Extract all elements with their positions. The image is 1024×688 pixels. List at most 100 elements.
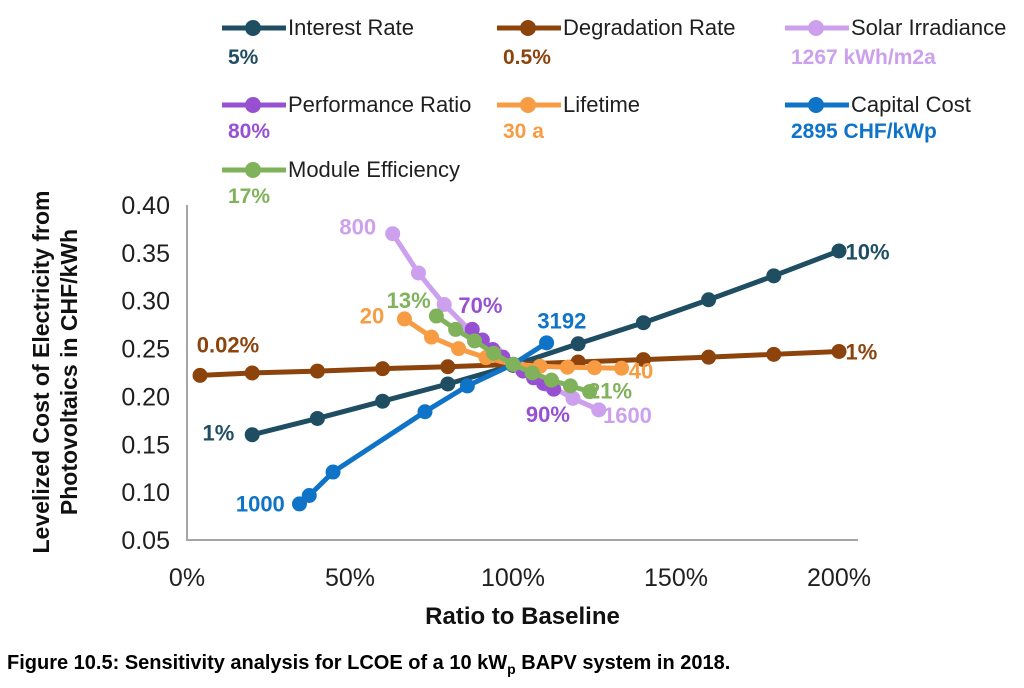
series-interest-rate	[244, 243, 847, 443]
annotation-performance-ratio-70-: 70%	[458, 293, 502, 318]
legend-baseline-value-capital-cost: 2895 CHF/kWp	[791, 120, 937, 143]
legend-label: Solar Irradiance	[851, 15, 1007, 40]
data-point	[766, 346, 782, 362]
annotation-lifetime-40: 40	[629, 359, 653, 384]
data-point	[424, 329, 439, 345]
y-tick-label: 0.40	[121, 192, 170, 220]
data-point	[417, 404, 433, 420]
annotation-module-efficiency-21-: 21%	[588, 379, 632, 404]
data-point	[291, 496, 307, 512]
annotation-capital-cost-3192: 3192	[537, 308, 586, 333]
data-point	[831, 243, 847, 259]
caption-subscript: p	[507, 661, 516, 677]
y-axis-title-line2: Photovoltaics in CHF/kWh	[56, 228, 82, 516]
figure-caption: Figure 10.5: Sensitivity analysis for LC…	[7, 652, 730, 677]
annotation-performance-ratio-90-: 90%	[526, 402, 570, 427]
caption-text-end: BAPV system in 2018.	[515, 652, 731, 674]
y-tick-label: 0.20	[121, 383, 170, 411]
data-point	[410, 265, 426, 281]
legend-baseline-value-degradation-rate: 0.5%	[503, 46, 551, 69]
annotation-lifetime-20: 20	[360, 304, 384, 329]
y-axis-title: Levelized Cost of Electricity from Photo…	[27, 122, 83, 622]
legend-item-module-efficiency: Module Efficiency	[222, 157, 461, 182]
annotation-degradation-rate-1-: 1%	[846, 339, 878, 364]
data-point	[375, 393, 391, 409]
legend-baseline-value-solar-irradiance: 1267 kWh/m2a	[791, 46, 936, 69]
data-point	[325, 464, 341, 480]
legend-marker-icon	[497, 20, 561, 36]
annotation-capital-cost-1000: 1000	[236, 492, 285, 517]
data-point	[436, 297, 452, 313]
data-point	[309, 410, 325, 426]
y-tick-label: 0.10	[121, 479, 170, 507]
legend-item-performance-ratio: Performance Ratio	[222, 92, 472, 117]
y-axis-title-line1: Levelized Cost of Electricity from	[28, 190, 54, 554]
legend-label: Performance Ratio	[288, 92, 472, 117]
data-point	[701, 292, 717, 308]
x-tick-label: 50%	[325, 564, 375, 592]
x-tick-label: 200%	[807, 564, 871, 592]
y-tick-label: 0.05	[121, 527, 170, 555]
data-point	[440, 376, 456, 392]
data-point	[539, 335, 555, 351]
annotation-interest-rate-1-: 1%	[202, 420, 234, 445]
annotation-solar-irradiance-1600: 1600	[603, 403, 652, 428]
legend-marker-icon	[222, 97, 286, 113]
y-tick-label: 0.35	[121, 240, 170, 268]
data-point	[635, 315, 651, 331]
data-point	[467, 333, 483, 349]
data-point	[459, 378, 475, 394]
data-point	[486, 345, 502, 361]
legend-baseline-value-lifetime: 30 a	[503, 120, 544, 143]
data-point	[309, 363, 325, 379]
legend-item-solar-irradiance: Solar Irradiance	[785, 15, 1007, 40]
legend-marker-icon	[222, 162, 286, 178]
legend-label: Interest Rate	[288, 15, 414, 40]
data-point	[505, 356, 521, 372]
data-point	[635, 352, 651, 368]
legend-marker-icon	[497, 97, 561, 113]
data-point	[614, 360, 630, 376]
data-point	[448, 321, 464, 337]
series-line-interest-rate	[251, 248, 840, 438]
data-point	[244, 427, 260, 443]
x-tick-label: 100%	[481, 564, 545, 592]
data-point	[559, 359, 575, 375]
legend-marker-icon	[785, 20, 849, 36]
data-point	[301, 487, 317, 503]
data-point	[464, 321, 480, 337]
annotation-degradation-rate-0-02-: 0.02%	[197, 333, 259, 358]
legend-label: Degradation Rate	[563, 15, 736, 40]
data-point	[565, 390, 581, 406]
x-tick-label: 0%	[169, 564, 205, 592]
legend-item-capital-cost: Capital Cost	[785, 92, 971, 117]
data-point	[766, 268, 782, 284]
annotation-interest-rate-10-: 10%	[846, 239, 890, 264]
legend-baseline-value-performance-ratio: 80%	[228, 120, 271, 143]
caption-text: Figure 10.5: Sensitivity analysis for LC…	[7, 652, 508, 674]
legend-label: Module Efficiency	[288, 157, 461, 182]
annotation-solar-irradiance-800: 800	[339, 215, 376, 240]
data-point	[192, 367, 208, 383]
data-point	[587, 360, 602, 376]
legend-marker-icon	[222, 20, 286, 36]
data-point	[582, 384, 598, 400]
legend-label: Capital Cost	[851, 92, 971, 117]
data-point	[375, 361, 391, 377]
legend-baseline-value-module-efficiency: 17%	[228, 185, 271, 208]
x-axis-title: Ratio to Baseline	[425, 603, 620, 630]
data-point	[543, 372, 559, 388]
legend-item-degradation-rate: Degradation Rate	[497, 15, 736, 40]
legend-marker-icon	[785, 97, 849, 113]
data-point	[451, 341, 467, 357]
legend-label: Lifetime	[563, 92, 641, 117]
data-point	[524, 365, 540, 381]
legend-baseline-value-interest-rate: 5%	[228, 46, 259, 69]
x-tick-label: 150%	[644, 564, 708, 592]
data-point	[591, 402, 607, 418]
axis-lines	[186, 205, 858, 541]
y-tick-label: 0.30	[121, 288, 170, 316]
data-point	[428, 308, 444, 324]
